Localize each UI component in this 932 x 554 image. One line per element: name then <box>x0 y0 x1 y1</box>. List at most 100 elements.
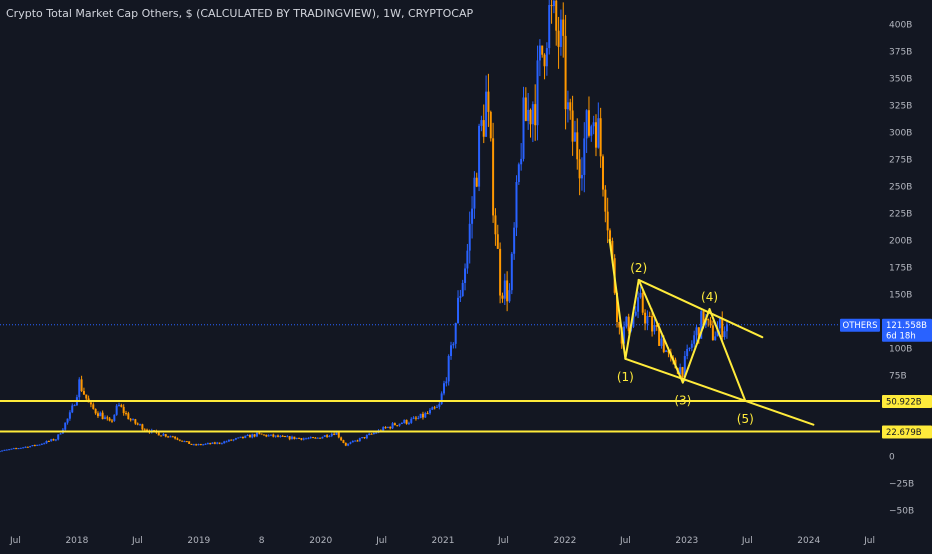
candle-body <box>143 429 146 431</box>
candle-body <box>524 97 527 121</box>
candle-body <box>89 402 92 405</box>
candle-body <box>417 418 420 420</box>
candle-body <box>29 446 32 448</box>
candle-body <box>454 323 457 344</box>
candle-body <box>648 315 651 317</box>
x-tick-label: Jul <box>9 536 21 546</box>
candle-body <box>433 407 436 409</box>
candle-body <box>426 413 429 415</box>
candle-body <box>190 443 193 445</box>
y-tick-label: 275B <box>889 156 912 166</box>
candle-body <box>492 138 495 216</box>
candle-body <box>157 432 160 436</box>
candle-body <box>644 312 647 324</box>
wave-label: (3) <box>674 394 691 408</box>
horizontal-levels <box>0 400 880 433</box>
candle-body <box>36 444 39 446</box>
y-tick-label: 300B <box>889 129 912 139</box>
candle-body <box>356 440 359 442</box>
candle-body <box>248 434 251 438</box>
candle-body <box>167 436 170 438</box>
candle-body <box>12 448 15 450</box>
candle-body <box>665 350 668 352</box>
candle-body <box>319 437 322 439</box>
candle-body <box>576 132 579 160</box>
candle-body <box>286 436 289 438</box>
candle-body <box>260 433 263 435</box>
candle-body <box>255 432 258 437</box>
candle-body <box>527 109 530 121</box>
x-tick-label: Jul <box>741 536 753 546</box>
candle-body <box>64 422 67 430</box>
candle-body <box>211 442 214 444</box>
level-badge <box>882 395 932 409</box>
trendline <box>681 308 711 384</box>
candle-body <box>253 434 256 437</box>
candle-body <box>711 325 714 341</box>
candle-body <box>295 437 298 439</box>
candle-body <box>660 338 663 346</box>
level-badge-label: 50.922B <box>886 398 922 408</box>
candle-body <box>468 223 471 251</box>
candle-body <box>92 404 95 409</box>
candle-body <box>223 441 226 444</box>
candle-body <box>82 391 85 395</box>
candle-body <box>354 440 357 442</box>
candle-body <box>571 110 574 142</box>
candle-body <box>309 437 312 439</box>
candle-body <box>171 436 174 438</box>
candle-body <box>499 248 502 296</box>
candle-body <box>50 439 53 442</box>
candle-body <box>164 434 167 437</box>
candle-body <box>132 419 135 421</box>
candle-body <box>513 227 516 254</box>
candle-body <box>450 345 453 357</box>
candle-body <box>564 35 567 110</box>
candle-body <box>365 435 368 439</box>
candle-body <box>501 295 504 299</box>
trendline <box>624 357 815 426</box>
candle-body <box>178 439 181 441</box>
candle-body <box>457 297 460 324</box>
candle-body <box>641 292 644 313</box>
x-tick-label: Jul <box>497 536 509 546</box>
candle-body <box>307 438 310 440</box>
candle-body <box>601 156 604 190</box>
candle-body <box>176 438 179 440</box>
candle-body <box>536 60 539 126</box>
y-tick-label: 225B <box>889 210 912 220</box>
wave-label: (1) <box>617 370 634 384</box>
candle-body <box>545 48 548 67</box>
candle-body <box>725 324 728 332</box>
x-axis-background <box>0 530 880 550</box>
candle-body <box>658 326 661 346</box>
candle-body <box>227 439 230 442</box>
candle-body <box>347 443 350 446</box>
candle-body <box>391 423 394 429</box>
candle-body <box>24 446 27 448</box>
candle-body <box>300 438 303 440</box>
candle-body <box>293 436 296 439</box>
candle-body <box>8 449 11 451</box>
candle-body <box>169 436 172 438</box>
candle-body <box>265 434 268 437</box>
candle-body <box>440 393 443 405</box>
candle-body <box>686 348 689 356</box>
candle-body <box>368 433 371 436</box>
candle-body <box>506 280 509 302</box>
candle-body <box>590 126 593 136</box>
candle-body <box>496 234 499 249</box>
candle-body <box>489 111 492 139</box>
candle-body <box>220 443 223 445</box>
candle-body <box>323 435 326 437</box>
candle-body <box>428 409 431 414</box>
candle-body <box>611 240 614 259</box>
candle-body <box>244 435 247 438</box>
candle-body <box>403 419 406 424</box>
candle-body <box>435 406 438 408</box>
candle-body <box>326 435 329 437</box>
candle-body <box>108 418 111 421</box>
wave-label: (4) <box>701 290 718 304</box>
